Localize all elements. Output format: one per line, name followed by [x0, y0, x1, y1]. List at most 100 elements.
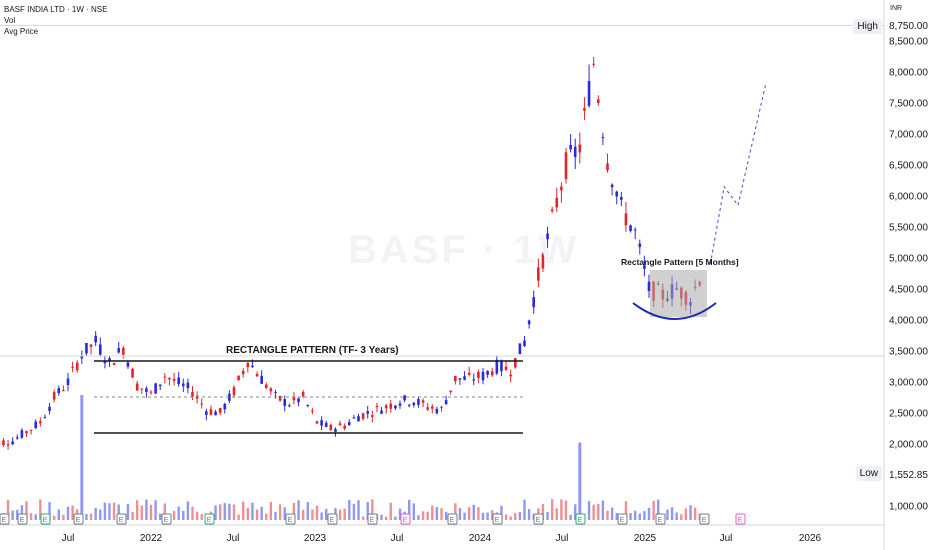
candle-body [241, 370, 245, 375]
volume-bar [463, 512, 466, 520]
volume-bar [186, 501, 190, 520]
volume-bar [159, 513, 162, 520]
volume-bar [112, 502, 116, 520]
chart-title: BASF INDIA LTD · 1W · NSE [4, 5, 108, 14]
earnings-marker-label: E [207, 517, 212, 524]
candle-body [98, 344, 102, 355]
volume-bar [182, 510, 185, 520]
candle-body [329, 424, 333, 431]
volume-bar [325, 508, 328, 520]
candle-body [490, 371, 494, 376]
earnings-marker-label: E [370, 517, 375, 524]
volume-bar [108, 503, 111, 520]
candle-body [569, 144, 572, 150]
candle-body [629, 225, 632, 231]
volume-bar [560, 499, 563, 520]
candle-body [29, 429, 33, 431]
volume-bar [431, 505, 434, 520]
volume-bar [163, 503, 167, 520]
time-tick-label: 2025 [634, 533, 657, 544]
volume-bar [412, 503, 416, 520]
earnings-marker-label: E [738, 517, 743, 524]
volume-bar [504, 514, 508, 520]
volume-bar [228, 503, 231, 520]
volume-bar [541, 503, 545, 520]
earnings-marker [116, 513, 127, 525]
candle-body [158, 384, 162, 387]
candle-body [394, 405, 397, 409]
candle-body [288, 405, 291, 407]
volume-bar [131, 512, 134, 520]
volume-bar [417, 515, 420, 520]
candle-body [320, 420, 323, 426]
price-tick-label: 3,500.00 [889, 347, 928, 358]
price-tick-label: 1,000.00 [889, 502, 928, 513]
low-tag: Low [855, 466, 882, 481]
candle-body [587, 80, 591, 106]
earnings-marker [699, 513, 710, 525]
volume-bar [440, 508, 443, 520]
candle-body [560, 186, 563, 191]
time-axis: Jul 2022 Jul 2023 Jul 2024 Jul 2025 Jul 2026 [62, 533, 822, 544]
candle-body [126, 362, 130, 367]
volume-bar [25, 501, 28, 520]
price-tick-label: 5,500.00 [889, 223, 928, 234]
volume-bar [467, 507, 471, 520]
earnings-marker-label: E [164, 517, 169, 524]
volume-bar [670, 507, 674, 520]
candle-body [495, 359, 499, 374]
candle-body [209, 409, 213, 415]
candle-body [601, 137, 605, 139]
volume-bar [11, 510, 14, 520]
candle-body [513, 358, 517, 368]
volume-bar [242, 501, 245, 520]
volume-bar [357, 500, 360, 520]
earnings-marker [161, 513, 172, 525]
candle-body [25, 431, 28, 434]
earnings-marker [735, 513, 746, 525]
candle-body [237, 375, 240, 381]
earnings-marker-label: E [43, 517, 48, 524]
volume-spike [578, 442, 582, 520]
volume-bar [99, 509, 102, 520]
time-tick-label: 2022 [140, 533, 163, 544]
volume-bar [52, 515, 56, 520]
projection-path [709, 84, 767, 265]
volume-bar [647, 507, 651, 520]
candle-body [472, 379, 476, 381]
candle-body [246, 362, 250, 368]
candle-body [624, 213, 628, 226]
candle-body [500, 361, 503, 372]
price-tick-label: 8,000.00 [889, 68, 928, 79]
volume-bar [66, 506, 70, 520]
candle-body [251, 365, 254, 368]
earnings-marker-label: E [702, 517, 707, 524]
candle-body [518, 343, 522, 355]
candle-body [260, 375, 263, 384]
volume-bar [20, 505, 24, 520]
volume-bar [366, 502, 369, 520]
volume-bar [352, 503, 356, 520]
volume-bar [693, 507, 697, 520]
candle-body [177, 377, 180, 385]
candle-body [154, 383, 157, 394]
candle-body [564, 152, 568, 180]
candle-body [375, 406, 379, 408]
candle-body [454, 375, 457, 382]
candle-body [361, 413, 365, 419]
volume-spike [80, 395, 84, 520]
volume-bar [550, 499, 554, 520]
low-value-label: 1,552.85 [889, 470, 928, 481]
price-tick-label: 5,000.00 [889, 254, 928, 265]
candle-body [218, 408, 222, 413]
volume-bar [657, 499, 660, 520]
candle-body [306, 405, 310, 407]
candle-body [292, 396, 296, 401]
volume-bar [514, 513, 517, 520]
candle-body [283, 399, 287, 406]
earnings-marker-label: E [20, 517, 25, 524]
earnings-marker [0, 513, 10, 525]
big-rectangle-label: RECTANGLE PATTERN (TF- 3 Years) [226, 345, 399, 356]
volume-bar [338, 509, 342, 520]
